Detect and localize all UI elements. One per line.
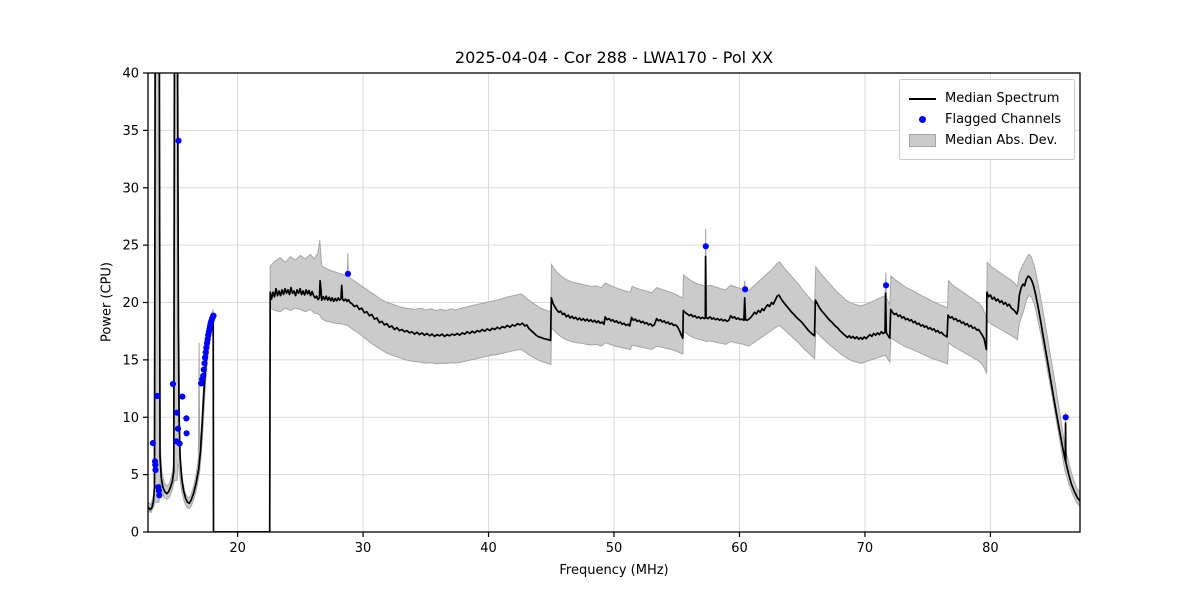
flagged-channel-dot — [200, 372, 207, 379]
legend-item-median-abs-dev: Median Abs. Dev. — [909, 130, 1065, 151]
y-tick-label: 25 — [122, 239, 139, 254]
flagged-channel-dot — [1062, 414, 1069, 421]
mad-band — [148, 73, 1080, 532]
y-axis-label: Power (CPU) — [99, 261, 115, 343]
y-tick-label: 30 — [122, 181, 139, 196]
flagged-channel-dot — [183, 430, 190, 437]
x-tick-label: 20 — [229, 541, 246, 556]
flagged-channel-dot — [175, 137, 182, 144]
x-axis-label: Frequency (MHz) — [559, 563, 669, 578]
legend-item-median-spectrum: Median Spectrum — [909, 88, 1065, 109]
y-tick-label: 40 — [122, 67, 139, 82]
flagged-channel-dot — [152, 461, 159, 468]
flagged-channel-dot — [183, 415, 190, 422]
y-tick-label: 20 — [122, 296, 139, 311]
flagged-dot-icon — [919, 116, 926, 123]
flagged-channel-dot — [702, 243, 709, 250]
median-spectrum-line — [148, 73, 1080, 532]
flagged-channel-dot — [882, 282, 890, 289]
x-tick-label: 70 — [857, 541, 874, 556]
y-tick-label: 5 — [131, 468, 139, 483]
x-tick-label: 50 — [606, 541, 623, 556]
flagged-channel-dot — [176, 440, 183, 447]
flagged-channel-dot — [742, 286, 749, 293]
flagged-channel-dot — [202, 349, 209, 356]
legend-glyph-box — [909, 97, 936, 100]
flagged-channel-dot — [203, 344, 210, 351]
flagged-channel-dot — [156, 492, 163, 499]
flagged-channel-dot — [169, 380, 177, 388]
legend-label: Median Abs. Dev. — [945, 133, 1058, 148]
plot-data-area — [148, 73, 1080, 532]
flagged-channel-dot — [344, 270, 352, 277]
flagged-channel-dot — [149, 440, 156, 447]
x-tick-label: 40 — [480, 541, 497, 556]
legend-label: Flagged Channels — [945, 112, 1062, 127]
y-tick-label: 35 — [122, 124, 139, 139]
legend-item-flagged-channels: Flagged Channels — [909, 109, 1065, 130]
legend-label: Median Spectrum — [945, 91, 1060, 106]
flagged-channel-dot — [155, 487, 162, 494]
legend: Median Spectrum Flagged Channels Median … — [899, 79, 1075, 160]
legend-glyph-box — [909, 134, 936, 147]
flagged-channel-dot — [179, 393, 186, 400]
y-tick-label: 15 — [122, 353, 139, 368]
legend-glyph-box — [909, 116, 936, 123]
x-tick-label: 80 — [982, 541, 999, 556]
plot-title: 2025-04-04 - Cor 288 - LWA170 - Pol XX — [454, 48, 774, 67]
flagged-channel-dot — [200, 366, 207, 373]
mad-band-icon — [909, 134, 936, 147]
y-tick-label: 0 — [131, 526, 139, 541]
flagged-channel-dot — [201, 360, 208, 367]
median-line-icon — [909, 97, 936, 100]
flagged-channel-dot — [210, 312, 217, 319]
y-tick-label: 10 — [122, 411, 139, 426]
flagged-channel-dot — [154, 392, 161, 400]
x-tick-label: 60 — [731, 541, 748, 556]
x-tick-label: 30 — [355, 541, 372, 556]
flagged-channel-dot — [174, 425, 182, 432]
flagged-channel-dot — [173, 409, 181, 416]
flagged-channel-dot — [202, 354, 209, 361]
flagged-channel-dot — [152, 466, 159, 474]
